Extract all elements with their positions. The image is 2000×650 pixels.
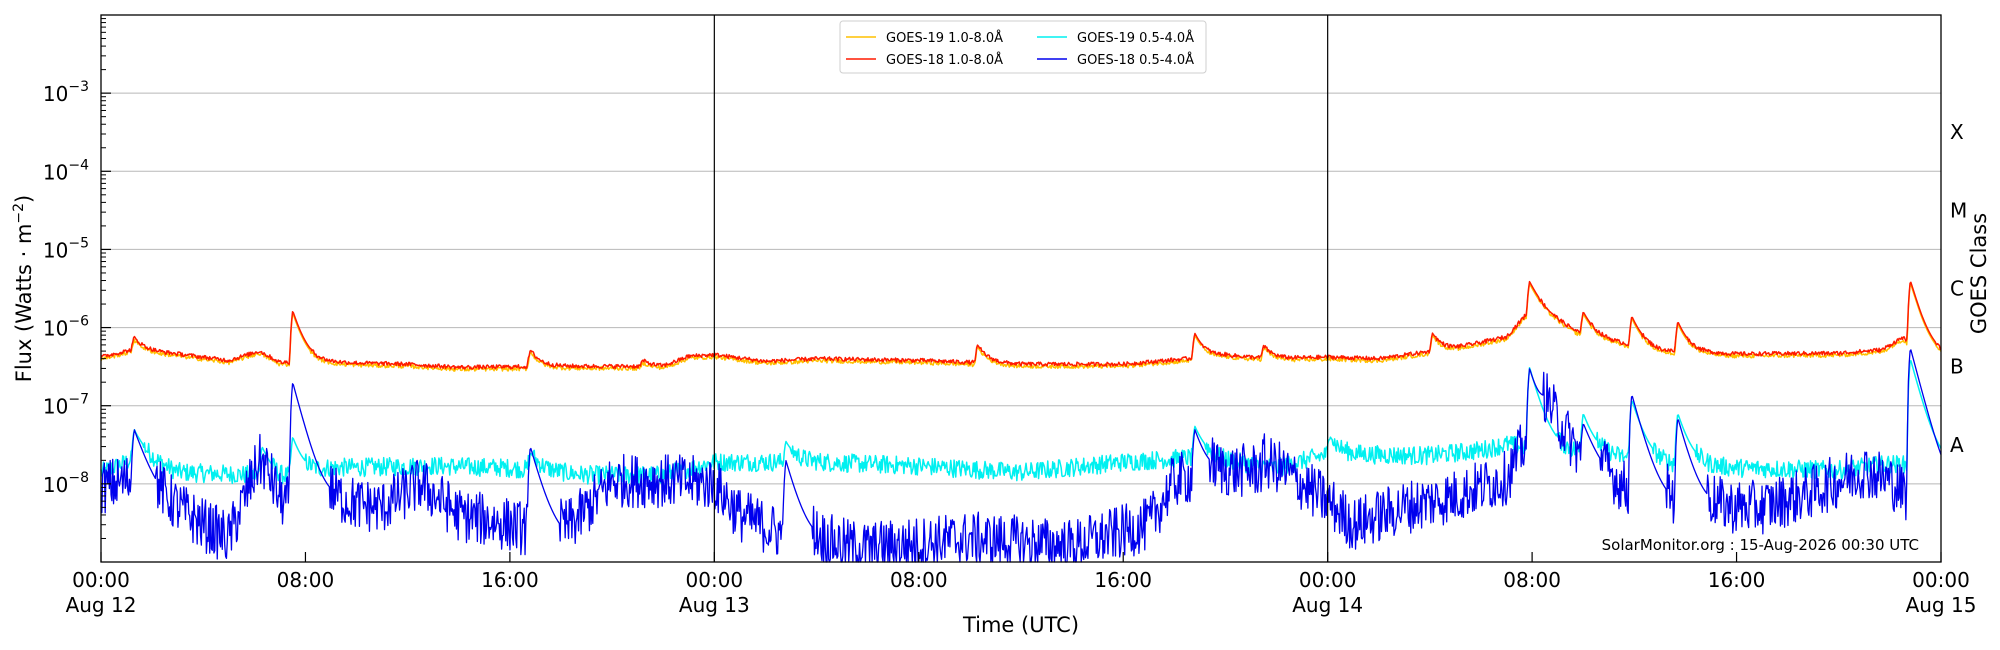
legend: GOES-19 1.0-8.0Å GOES-18 1.0-8.0Å GOES-19 …: [839, 20, 1207, 74]
y-tick-label: 10−5: [43, 235, 89, 262]
grid-lines: [101, 92, 1941, 485]
y-axis-title-exponent: −2: [11, 203, 27, 224]
legend-label: GOES-18 0.5-4.0Å: [1077, 52, 1194, 68]
x-tick-label-time: 00:00: [686, 568, 744, 592]
y-tick-label: 10−8: [43, 470, 89, 497]
y-tick-label: 10−6: [43, 314, 89, 341]
day-boundaries: [713, 15, 1329, 562]
x-tick-label-time: 08:00: [1503, 568, 1561, 592]
series-layer: [100, 280, 1942, 563]
goes-class-label: M: [1950, 198, 1967, 222]
y-tick-label: 10−7: [43, 392, 89, 419]
source-annotation: SolarMonitor.org : 15-Aug-2026 00:30 UTC: [1602, 536, 1919, 554]
x-tick-label-date: Aug 14: [1292, 593, 1363, 617]
goes-class-label: C: [1950, 277, 1964, 301]
x-tick-label-time: 00:00: [72, 568, 130, 592]
x-tick-label-date: Aug 12: [66, 593, 137, 617]
x-tick-label-date: Aug 13: [679, 593, 750, 617]
y-axis-title: Flux (Watts · m−2): [11, 195, 36, 383]
series-line: [100, 359, 1942, 485]
goes-class-label: X: [1950, 120, 1964, 144]
x-tick-label-time: 16:00: [481, 568, 539, 592]
legend-label: GOES-18 1.0-8.0Å: [886, 52, 1003, 68]
x-tick-label-time: 00:00: [1912, 568, 1970, 592]
plot-frame: [100, 14, 1942, 563]
goes-class-label: B: [1950, 355, 1964, 379]
y-axis-title-close: ): [12, 195, 36, 203]
legend-label: GOES-19 0.5-4.0Å: [1077, 30, 1194, 46]
x-tick-label-time: 16:00: [1708, 568, 1766, 592]
legend-box: [839, 20, 1207, 74]
goes-class-axis-title: GOES Class: [1967, 213, 1991, 334]
x-tick-label-time: 00:00: [1299, 568, 1357, 592]
series-line: [100, 280, 1942, 370]
x-tick-label-date: Aug 15: [1906, 593, 1977, 617]
y-tick-label: 10−3: [43, 79, 89, 106]
goes-class-label: A: [1950, 433, 1964, 457]
x-tick-label-time: 16:00: [1094, 568, 1152, 592]
x-tick-label-time: 08:00: [277, 568, 335, 592]
series-line: [100, 349, 1942, 563]
y-axis-ticks: 10−8 10−7 10−6 10−5 10−4 10−3: [43, 18, 111, 539]
x-axis-title: Time (UTC): [962, 613, 1079, 637]
goes-class-labels: A B C M X: [1950, 120, 1967, 457]
y-axis-title-main: Flux (Watts · m: [12, 224, 36, 383]
x-tick-label-time: 08:00: [890, 568, 948, 592]
legend-label: GOES-19 1.0-8.0Å: [886, 30, 1003, 46]
y-tick-label: 10−4: [43, 157, 89, 184]
